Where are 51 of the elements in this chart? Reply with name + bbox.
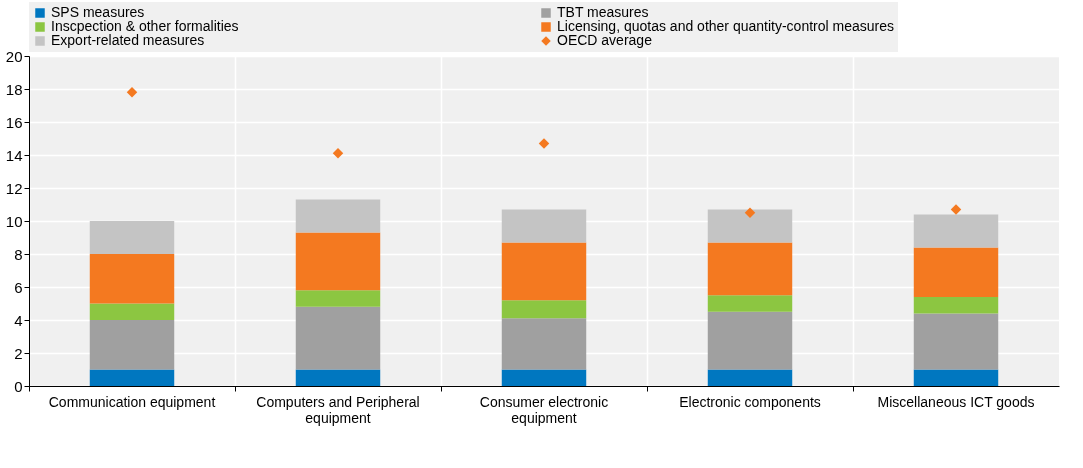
x-tick-label: Electronic components <box>679 393 821 410</box>
y-tick-label: 6 <box>14 278 23 296</box>
x-tick-label: Miscellaneous ICT goods <box>877 393 1035 410</box>
bar <box>89 369 175 386</box>
bar <box>295 232 381 291</box>
bar <box>501 300 587 319</box>
bar <box>295 369 381 386</box>
bar <box>707 209 793 243</box>
x-tick-label: Communication equipment <box>48 393 216 410</box>
bar <box>707 369 793 386</box>
y-tick-label: 12 <box>5 179 23 197</box>
x-tick-label: Consumer electronic equipment <box>479 393 609 426</box>
point <box>332 148 344 159</box>
point <box>744 207 756 218</box>
y-tick-label: 10 <box>5 212 23 230</box>
bar <box>913 369 999 386</box>
bar <box>295 290 381 307</box>
legend-label: TBT measures <box>557 4 649 20</box>
legend-label: Inscpection & other formalities <box>51 18 239 34</box>
y-tick-label: 0 <box>14 377 23 395</box>
bar <box>707 242 793 296</box>
bar <box>501 242 587 301</box>
legend-label: Export-related measures <box>51 32 205 48</box>
y-tick-label: 14 <box>5 146 23 164</box>
bar <box>89 254 175 304</box>
bar <box>89 320 175 370</box>
bar <box>913 313 999 370</box>
bar <box>707 295 793 312</box>
bar <box>913 247 999 297</box>
bar <box>707 311 793 370</box>
y-tick-label: 4 <box>14 311 23 329</box>
y-tick-label: 8 <box>14 245 23 263</box>
y-tick-label: 16 <box>5 113 23 131</box>
bar <box>89 221 175 254</box>
legend-label: SPS measures <box>51 4 145 20</box>
legend-label: Licensing, quotas and other quantity-control measures <box>557 18 894 34</box>
y-tick-label: 2 <box>14 344 23 362</box>
bar <box>89 303 175 320</box>
point <box>538 138 550 149</box>
bar <box>913 296 999 314</box>
point <box>950 204 962 215</box>
y-tick-label: 18 <box>5 80 23 98</box>
bar <box>501 209 587 243</box>
y-tick-label: 20 <box>5 47 23 65</box>
point <box>126 87 138 98</box>
bar <box>295 199 381 233</box>
bar <box>501 369 587 386</box>
bar <box>913 214 999 248</box>
bar <box>295 306 381 370</box>
bar <box>501 318 587 370</box>
x-tick-label: Computers and Peripheral equipment <box>256 393 420 426</box>
